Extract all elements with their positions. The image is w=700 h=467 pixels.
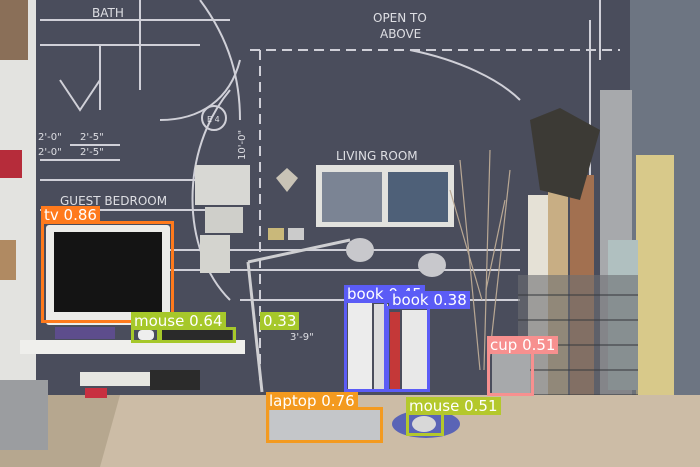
wall-text-guest-bedroom: GUEST BEDROOM [60, 194, 167, 208]
detection-box-tv: tv 0.86 [41, 206, 174, 323]
detection-box-unlabeled: 0.33 [157, 312, 300, 343]
detection-label-tv: tv 0.86 [41, 206, 100, 224]
wall-dim-d: 2'-5" [80, 147, 104, 158]
detection-label-mouse-2: mouse 0.51 [406, 397, 501, 415]
wall-tag: E 4 [207, 115, 220, 124]
wall-dim-c: 2'-0" [38, 147, 62, 158]
wall-text-open-to: OPEN TO [373, 11, 427, 25]
wall-text-bath: BATH [92, 6, 124, 20]
wall-dim-b: 2'-5" [80, 132, 104, 143]
detection-box-book-2: book 0.38 [386, 291, 470, 392]
wall-text-living-room: LIVING ROOM [336, 149, 418, 163]
wall-dim-e: 10'-0" [237, 130, 248, 160]
detection-box-laptop: laptop 0.76 [266, 392, 383, 443]
detection-box-cup: cup 0.51 [487, 336, 559, 396]
wall-text-above: ABOVE [380, 27, 421, 41]
detection-label-laptop: laptop 0.76 [266, 392, 358, 410]
detection-box-book-1: book 0.45 [344, 285, 425, 392]
wall-dim-a: 2'-0" [38, 132, 62, 143]
detection-box-mouse-2: mouse 0.51 [406, 397, 501, 436]
detection-label-book-2: book 0.38 [389, 291, 470, 309]
detection-label-mouse-1: mouse 0.64 [131, 312, 226, 330]
detection-box-mouse-1: mouse 0.64 [131, 312, 226, 343]
detection-label-unlabeled: 0.33 [260, 312, 300, 330]
wall-dim-f: 3'-9" [290, 332, 314, 343]
detection-label-cup: cup 0.51 [487, 336, 559, 354]
